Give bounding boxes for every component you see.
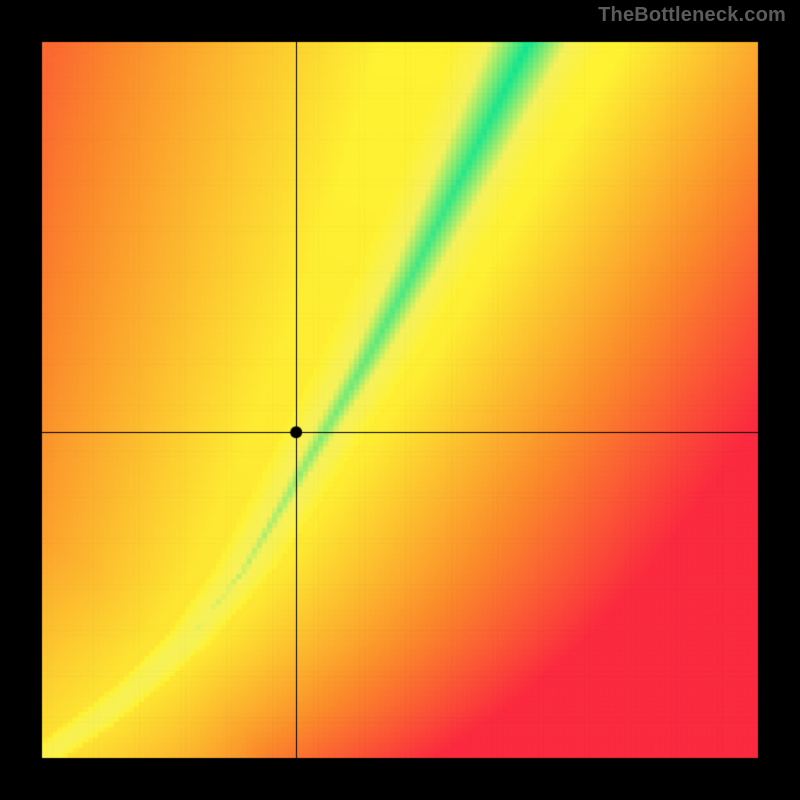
watermark-text: TheBottleneck.com <box>598 4 786 27</box>
chart-container: TheBottleneck.com <box>0 0 800 800</box>
heatmap-canvas <box>0 0 800 800</box>
